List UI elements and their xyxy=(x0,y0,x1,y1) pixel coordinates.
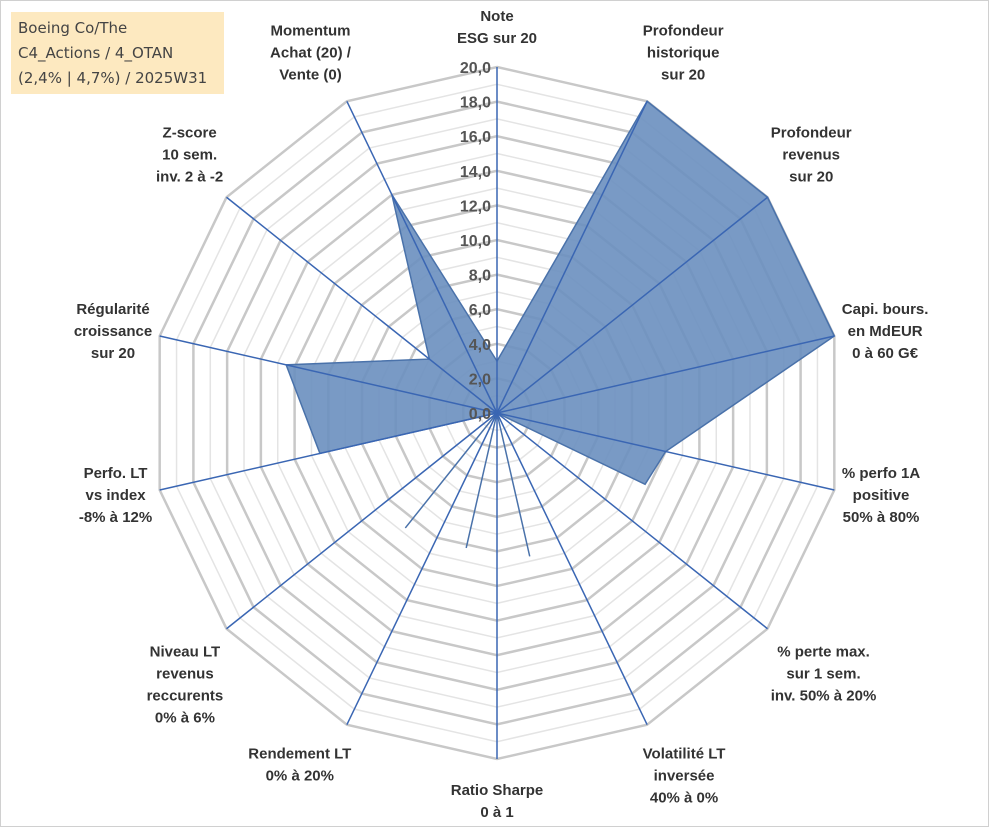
axis-label-line: Régularité xyxy=(76,301,149,318)
axis-label-line: % perfo 1A xyxy=(842,465,921,482)
axis-label-line: inv. 2 à -2 xyxy=(156,169,223,186)
axis-label-line: croissance xyxy=(74,323,152,340)
tick-label: 2,0 xyxy=(469,371,491,388)
spoke-line xyxy=(496,412,835,491)
spoke-line xyxy=(496,100,648,414)
tick-label: 0,0 xyxy=(469,406,491,423)
axis-label: Niveau LT revenus reccurents 0% à 6% xyxy=(147,643,224,726)
axis-label-line: 0% à 6% xyxy=(155,709,215,726)
axis-label-line: Rendement LT xyxy=(248,746,351,763)
axis-label-line: % perte max. xyxy=(777,643,870,660)
title-line-3: (2,4% | 4,7%) / 2025W31 xyxy=(18,69,208,87)
spoke-line xyxy=(226,412,498,630)
axis-label-line: inversée xyxy=(654,768,715,785)
axis-label-line: historique xyxy=(647,44,720,61)
axis-label-line: Note xyxy=(480,8,513,25)
axis-label: Perfo. LT vs index -8% à 12% xyxy=(79,465,152,526)
axis-label-line: sur 20 xyxy=(789,169,833,186)
chart-title-box: Boeing Co/The C4_Actions / 4_OTAN (2,4% … xyxy=(11,12,224,94)
axis-label-line: Profondeur xyxy=(771,125,852,142)
axis-label-line: Achat (20) / xyxy=(270,44,352,61)
axis-label-line: 40% à 0% xyxy=(650,790,718,807)
axis-label-line: Perfo. LT xyxy=(84,465,148,482)
axis-label-line: Volatilité LT xyxy=(643,746,726,763)
axis-label: % perte max. sur 1 sem. inv. 50% à 20% xyxy=(771,643,877,704)
tick-label: 20,0 xyxy=(460,60,491,77)
axis-label-line: sur 20 xyxy=(661,66,705,83)
spoke-line xyxy=(346,100,498,414)
axis-label-line: reccurents xyxy=(147,687,224,704)
axis-label-line: 0 à 60 G€ xyxy=(852,345,919,362)
axis-label-line: Niveau LT xyxy=(150,643,221,660)
axis-label-line: ESG sur 20 xyxy=(457,30,537,47)
axis-label-line: positive xyxy=(853,487,910,504)
axis-label: Note ESG sur 20 xyxy=(457,8,537,47)
tick-label: 8,0 xyxy=(469,268,491,285)
axis-label: Profondeur historique sur 20 xyxy=(643,22,724,83)
axis-label-line: Vente (0) xyxy=(279,66,342,83)
axis-label-line: vs index xyxy=(86,487,147,504)
axis-label-line: en MdEUR xyxy=(848,323,923,340)
axis-label-line: sur 20 xyxy=(91,345,135,362)
tick-label: 18,0 xyxy=(460,95,491,112)
axis-label-line: Z-score xyxy=(163,125,217,142)
axis-label: Rendement LT 0% à 20% xyxy=(248,746,351,785)
spoke-line xyxy=(346,412,498,726)
title-line-2: C4_Actions / 4_OTAN xyxy=(18,44,174,62)
tick-label: 10,0 xyxy=(460,233,491,250)
tick-label: 12,0 xyxy=(460,198,491,215)
axis-label: Ratio Sharpe 0 à 1 xyxy=(451,782,544,821)
axis-label: Profondeur revenus sur 20 xyxy=(771,125,852,186)
spoke-line xyxy=(496,412,648,726)
axis-label-line: Capi. bours. xyxy=(842,301,929,318)
axis-label-line: 50% à 80% xyxy=(843,509,920,526)
axis-label-line: Ratio Sharpe xyxy=(451,782,544,799)
axis-label: % perfo 1A positive 50% à 80% xyxy=(842,465,921,526)
axis-label-line: revenus xyxy=(782,147,840,164)
axis-label-line: sur 1 sem. xyxy=(786,665,860,682)
spoke-line xyxy=(496,335,835,414)
axis-label-line: inv. 50% à 20% xyxy=(771,687,877,704)
axis-label-line: -8% à 12% xyxy=(79,509,152,526)
spoke-line xyxy=(496,412,768,630)
spoke-line xyxy=(159,412,498,491)
axis-label: Régularité croissance sur 20 xyxy=(74,301,152,362)
tick-label: 4,0 xyxy=(469,337,491,354)
axis-label-line: 0% à 20% xyxy=(266,768,334,785)
spoke-line xyxy=(159,335,498,414)
axis-label: Z-score 10 sem. inv. 2 à -2 xyxy=(156,125,223,186)
spoke-line xyxy=(496,196,768,414)
data-area xyxy=(285,100,836,557)
spoke-line xyxy=(226,196,498,414)
tick-label: 14,0 xyxy=(460,164,491,181)
axis-label: Momentum Achat (20) / Vente (0) xyxy=(270,22,352,83)
tick-label: 16,0 xyxy=(460,129,491,146)
axis-label: Capi. bours. en MdEUR 0 à 60 G€ xyxy=(842,301,929,362)
axis-label-line: Profondeur xyxy=(643,22,724,39)
axis-label: Volatilité LT inversée 40% à 0% xyxy=(643,746,726,807)
axis-label-line: revenus xyxy=(156,665,214,682)
axis-label-line: Momentum xyxy=(270,22,350,39)
axis-label-line: 0 à 1 xyxy=(480,804,513,821)
tick-label: 6,0 xyxy=(469,302,491,319)
title-line-1: Boeing Co/The xyxy=(18,19,128,37)
axis-label-line: 10 sem. xyxy=(162,147,217,164)
